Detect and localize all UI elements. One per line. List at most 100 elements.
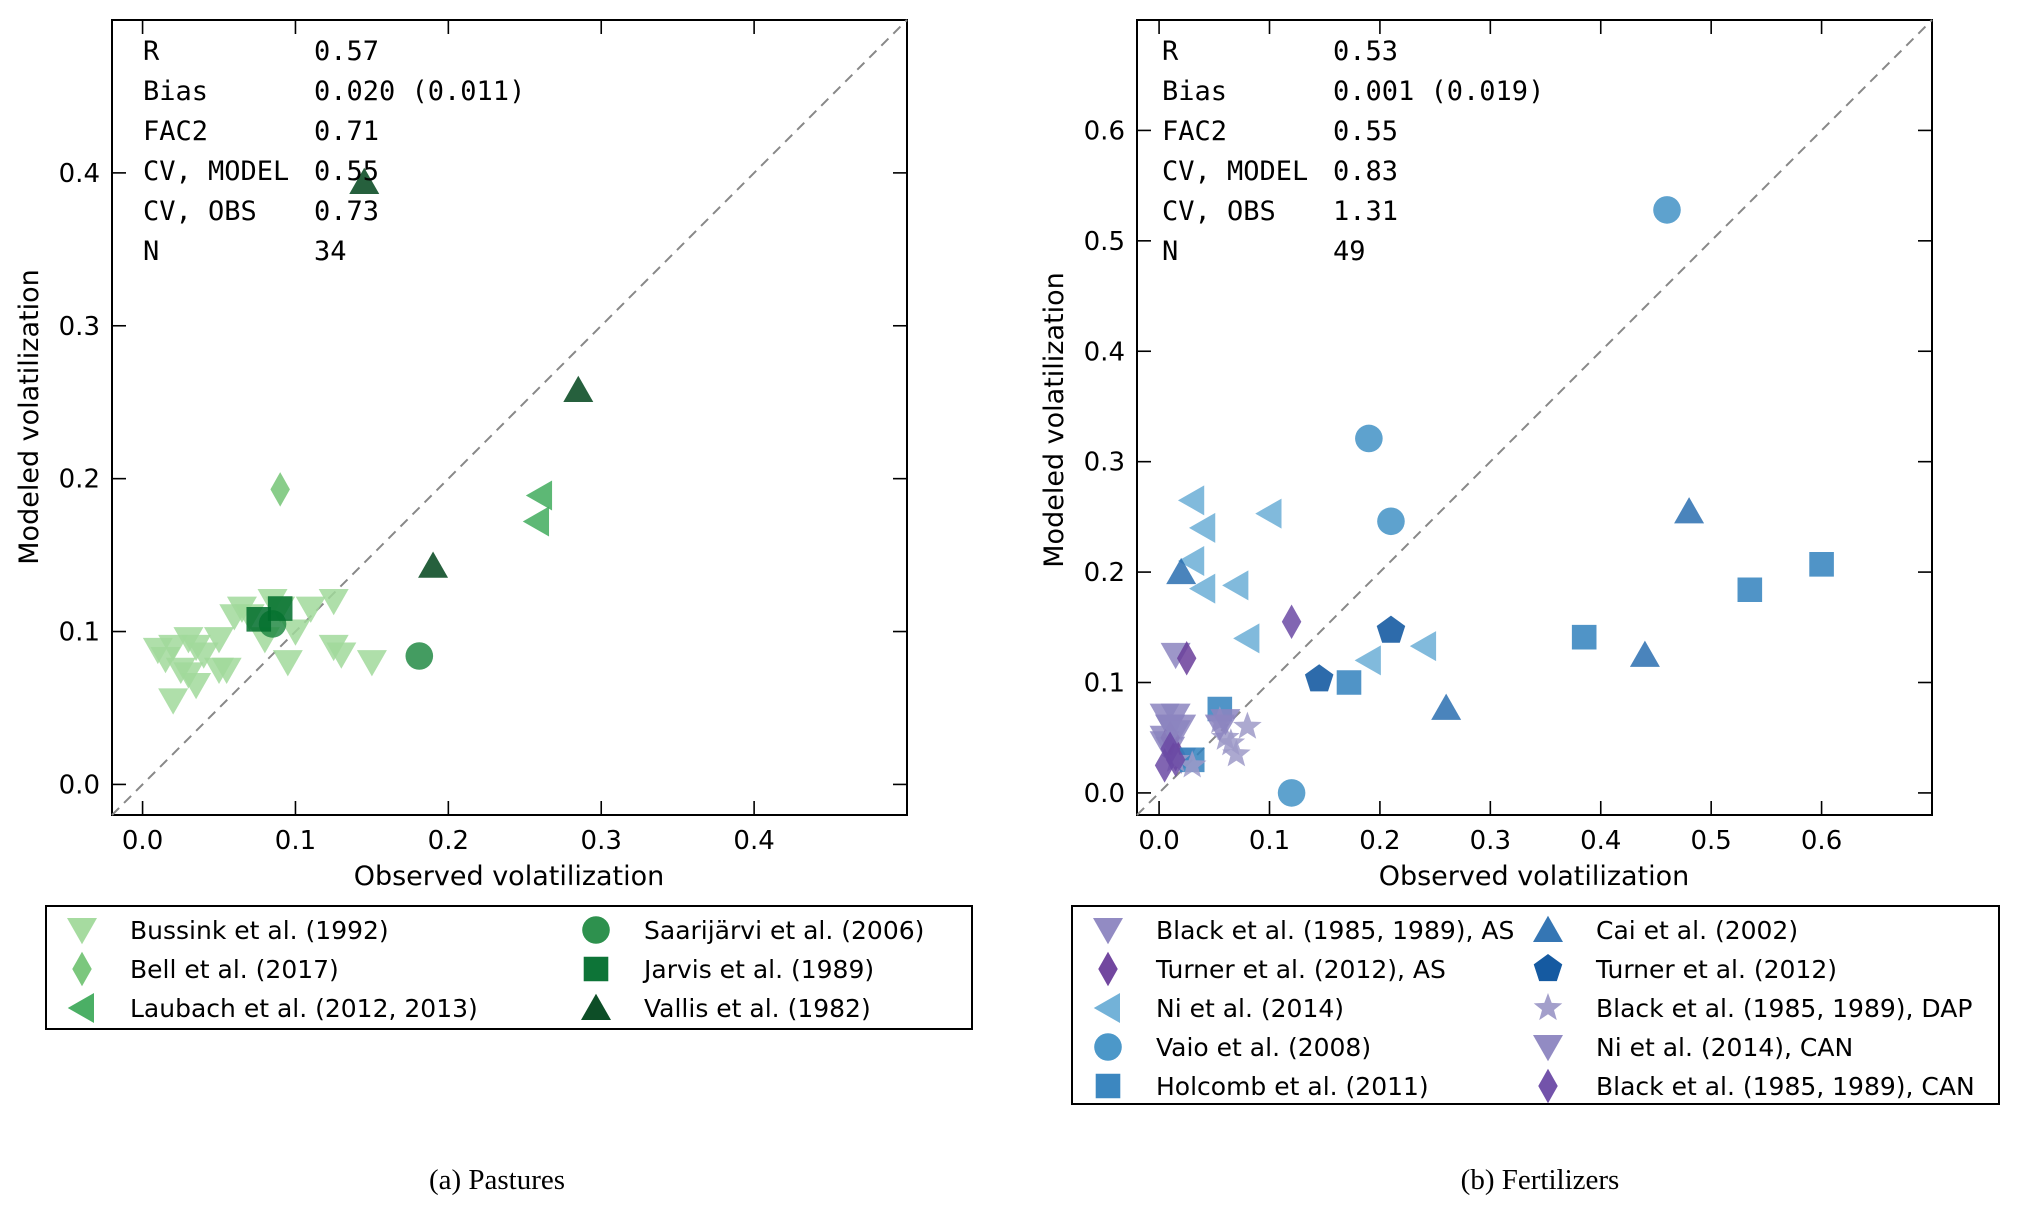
legend-label: Turner et al. (2012), AS xyxy=(1155,955,1446,984)
legend-label: Ni et al. (2014) xyxy=(1156,994,1344,1023)
data-points xyxy=(142,167,594,715)
stat-value: 1.31 xyxy=(1333,196,1398,227)
data-point xyxy=(1222,739,1251,767)
stats-box: R 0.53 Bias 0.001 (0.019) FAC2 0.55 CV, MODEL 0… xyxy=(1162,36,1544,267)
y-tick-label: 0.1 xyxy=(59,618,100,648)
data-point xyxy=(356,650,387,677)
data-point xyxy=(349,167,380,195)
stat-value: 0.83 xyxy=(1333,156,1398,187)
stat-value: 49 xyxy=(1333,236,1366,267)
x-tick-label: 0.4 xyxy=(733,826,774,856)
data-point xyxy=(1233,711,1262,739)
data-point xyxy=(1409,631,1437,662)
x-axis-label: Observed volatilization xyxy=(1379,861,1690,892)
legend-label: Black et al. (1985, 1989), DAP xyxy=(1596,994,1972,1023)
axis-ticks: 0.0 0.1 0.2 0.3 0.4 0.0 0.1 0.2 0.3 0.4 xyxy=(59,20,907,856)
legend-marker xyxy=(583,956,609,982)
data-point xyxy=(1177,750,1207,778)
data-point xyxy=(1376,615,1406,643)
legend-marker xyxy=(1093,993,1120,1023)
stats-box: R 0.57 Bias 0.020 (0.011) FAC2 0.71 CV, MODEL 0… xyxy=(143,36,525,267)
data-point xyxy=(1255,498,1282,529)
legend-label: Bell et al. (2017) xyxy=(130,955,339,984)
stat-value: 34 xyxy=(314,236,347,267)
data-point xyxy=(1336,670,1362,695)
data-point xyxy=(295,596,326,623)
data-point xyxy=(1216,728,1246,756)
data-point xyxy=(1189,573,1216,604)
legend-label: Vaio et al. (2008) xyxy=(1156,1033,1371,1062)
legend-entries: Bussink et al. (1992) Bell et al. (2017) L… xyxy=(67,916,924,1023)
stat-value: 0.71 xyxy=(314,116,379,147)
data-point xyxy=(272,650,303,677)
data-point xyxy=(1737,577,1763,603)
stat-label: R xyxy=(1162,36,1179,67)
legend-label: Bussink et al. (1992) xyxy=(130,916,389,945)
data-point xyxy=(1431,693,1462,720)
stat-value: 0.55 xyxy=(1333,116,1398,147)
caption-fertilizers: (b) Fertilizers xyxy=(1461,1164,1620,1196)
data-point xyxy=(158,688,189,715)
data-point xyxy=(1210,709,1241,736)
y-tick-label: 0.5 xyxy=(1084,227,1125,257)
data-point xyxy=(267,596,293,621)
data-point xyxy=(1222,570,1249,601)
data-point xyxy=(1304,664,1334,692)
legend-label: Vallis et al. (1982) xyxy=(644,994,871,1023)
y-tick-label: 0.1 xyxy=(1084,669,1125,699)
data-point xyxy=(405,642,434,670)
legend-marker xyxy=(1533,954,1563,982)
identity-diagonal xyxy=(111,19,908,816)
y-tick-label: 0.0 xyxy=(59,770,100,800)
data-point xyxy=(188,642,219,669)
data-point xyxy=(1176,640,1197,676)
y-axis-label: Modeled volatilization xyxy=(14,269,45,564)
data-point xyxy=(1177,485,1205,516)
x-tick-label: 0.4 xyxy=(1580,826,1621,856)
axis-ticks: 0.0 0.1 0.2 0.3 0.4 0.5 0.6 0.0 0.1 0.2 0.3 0.4 0.5 0… xyxy=(1084,20,1932,856)
identity-diagonal xyxy=(1136,19,1933,816)
x-tick-label: 0.3 xyxy=(581,826,622,856)
data-point xyxy=(270,472,290,507)
legend-label: Cai et al. (2002) xyxy=(1596,916,1798,945)
chart-pastures: 0.0 0.1 0.2 0.3 0.4 0.0 0.1 0.2 0.3 0.4 R 0.57 Bias… xyxy=(14,19,973,1196)
legend-label: Ni et al. (2014), CAN xyxy=(1596,1033,1853,1062)
legend-label: Black et al. (1985, 1989), CAN xyxy=(1596,1072,1975,1101)
stat-label: CV, MODEL xyxy=(1162,156,1308,187)
legend-marker xyxy=(72,951,92,987)
data-point xyxy=(246,607,272,632)
x-tick-label: 0.6 xyxy=(1801,826,1842,856)
x-tick-label: 0.0 xyxy=(122,826,163,856)
data-point xyxy=(158,634,189,662)
stat-value: 0.53 xyxy=(1333,36,1398,67)
data-point xyxy=(173,662,204,689)
data-point xyxy=(1377,507,1405,536)
legend-label: Saarijärvi et al. (2006) xyxy=(644,916,924,945)
data-point xyxy=(1281,604,1302,640)
y-tick-label: 0.2 xyxy=(59,465,100,495)
legend-marker xyxy=(1094,1033,1122,1061)
data-point xyxy=(525,480,553,511)
x-tick-label: 0.1 xyxy=(1249,826,1290,856)
data-point xyxy=(1653,196,1681,224)
stat-value: 0.57 xyxy=(314,36,379,67)
data-points xyxy=(1149,196,1834,807)
legend-marker xyxy=(67,993,94,1023)
data-point xyxy=(280,619,311,646)
stat-label: FAC2 xyxy=(1162,116,1227,147)
stat-label: N xyxy=(143,236,159,267)
data-point xyxy=(1809,552,1834,577)
data-point xyxy=(1177,546,1205,577)
y-tick-label: 0.3 xyxy=(1084,448,1125,478)
y-axis-label: Modeled volatilization xyxy=(1039,272,1070,567)
legend-marker xyxy=(1533,1035,1563,1062)
stat-label: CV, OBS xyxy=(143,196,257,227)
identity-line xyxy=(1136,19,1933,816)
stat-value: 0.73 xyxy=(314,196,379,227)
legend-label: Laubach et al. (2012, 2013) xyxy=(130,994,478,1023)
y-tick-label: 0.4 xyxy=(1084,337,1125,367)
data-point xyxy=(204,627,235,654)
stat-label: CV, MODEL xyxy=(143,156,289,187)
data-point xyxy=(326,642,357,669)
